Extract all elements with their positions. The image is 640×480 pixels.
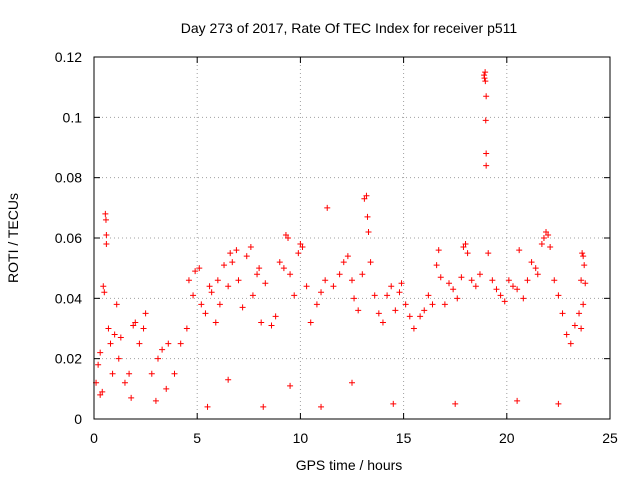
x-tick-label: 10 — [293, 430, 309, 446]
x-axis-label: GPS time / hours — [296, 457, 403, 473]
y-axis-label: ROTI / TECUs — [5, 193, 21, 283]
y-tick-label: 0.02 — [55, 351, 82, 367]
y-tick-label: 0 — [74, 411, 82, 427]
x-tick-label: 0 — [90, 430, 98, 446]
x-tick-label: 25 — [602, 430, 618, 446]
x-tick-label: 15 — [396, 430, 412, 446]
y-tick-label: 0.12 — [55, 49, 82, 65]
chart-title: Day 273 of 2017, Rate Of TEC Index for r… — [181, 20, 518, 36]
y-tick-label: 0.1 — [63, 109, 83, 125]
x-tick-label: 5 — [193, 430, 201, 446]
axis-ticks: 0 0.02 0.04 0.06 0.08 0.1 0.12 0 5 10 15 20 25 — [55, 49, 618, 446]
x-tick-label: 20 — [499, 430, 515, 446]
plot-area — [93, 56, 611, 420]
y-tick-label: 0.04 — [55, 290, 82, 306]
scatter-points — [93, 69, 589, 410]
series-points-roti — [93, 69, 589, 410]
y-tick-label: 0.06 — [55, 230, 82, 246]
y-tick-label: 0.08 — [55, 170, 82, 186]
grid — [94, 57, 610, 419]
